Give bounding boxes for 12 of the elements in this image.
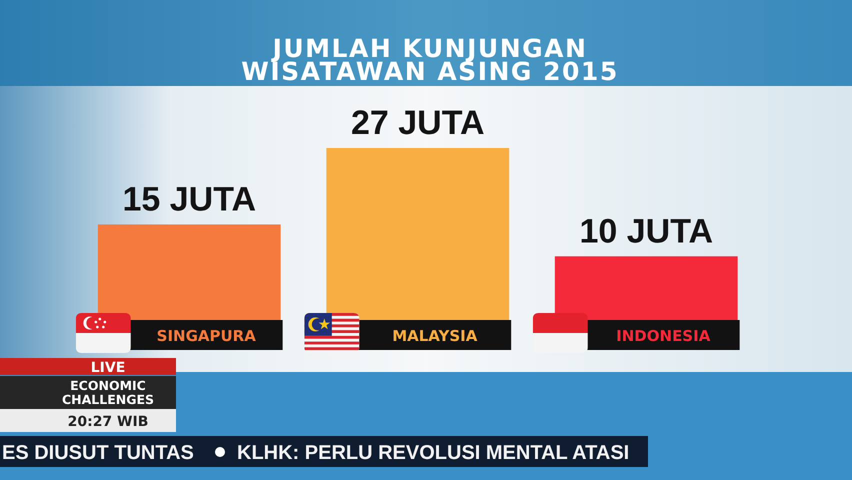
x-tick-label: MALAYSIA xyxy=(392,327,478,345)
text: ECONOMIC CHALLENGES xyxy=(62,378,154,407)
data-label: 10 JUTA xyxy=(579,212,714,250)
chart-title: JUMLAH KUNJUNGAN WISATAWAN ASING 2015 xyxy=(241,34,619,86)
data-label: 27 JUTA xyxy=(350,104,485,142)
x-tick-label: SINGAPURA xyxy=(156,327,256,345)
text: KLHK: PERLU REVOLUSI MENTAL ATASI xyxy=(237,442,630,464)
x-tick-label: INDONESIA xyxy=(616,327,711,345)
data-label: 15 JUTA xyxy=(122,180,256,218)
text: ES DIUSUT TUNTAS xyxy=(2,442,194,464)
text: 20:27 WIB xyxy=(68,414,148,430)
text: LIVE xyxy=(90,360,126,376)
